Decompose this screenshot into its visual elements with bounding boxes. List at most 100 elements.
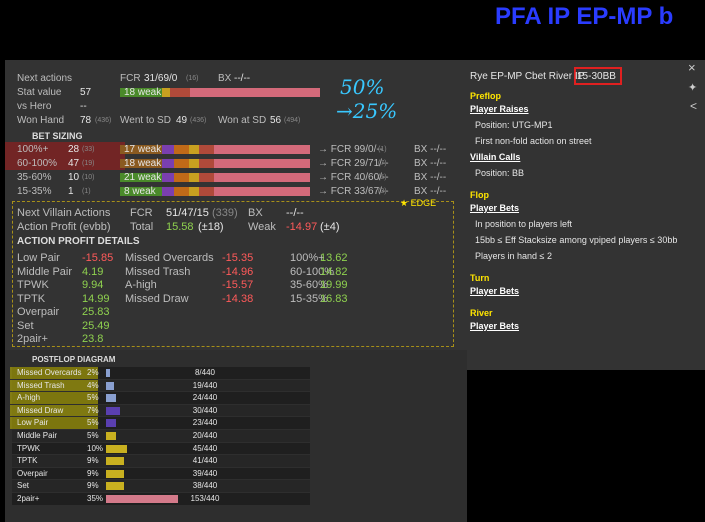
profit-text: TPWK [17, 279, 49, 291]
profit-text: Middle Pair [17, 265, 73, 278]
section-title: BET SIZING [32, 131, 83, 141]
stat-text: Next actions [17, 73, 73, 84]
highlight [10, 367, 98, 379]
profit-text: 25.49 [82, 319, 110, 332]
highlight [10, 417, 98, 429]
stat-text: Won at SD [218, 115, 267, 126]
row-percent: 5% [87, 431, 99, 440]
bet-text: 8 weak [124, 186, 156, 197]
highlight [10, 392, 98, 404]
bar [106, 381, 115, 390]
row-percent: 9% [87, 456, 99, 466]
villain-text: BX [248, 207, 263, 219]
row-bg [12, 480, 310, 492]
bar [106, 369, 111, 377]
stat-text: FCR [120, 73, 141, 84]
villain-text: (±18) [198, 221, 224, 233]
stat-text: Stat value [17, 87, 62, 98]
bet-text: → FCR 40/60/-- [318, 172, 389, 183]
profit-text: 25.83 [82, 306, 110, 318]
bet-text: BX --/-- [414, 158, 447, 169]
profit-text: 2pair+ [17, 333, 48, 345]
row-bg [12, 442, 310, 455]
bet-text: 17 weak [124, 144, 162, 155]
filter-heading: Flop [470, 190, 489, 200]
row-percent: 10% [87, 443, 104, 453]
filter-heading: Preflop [470, 91, 502, 101]
bar-segment [156, 88, 170, 97]
row-bg [12, 430, 310, 442]
row-label: Missed Overcards [17, 368, 82, 377]
filter-item: Players in hand ≤ 2 [475, 251, 552, 261]
collapse-icon[interactable]: < [690, 99, 698, 113]
row-count: 24/440 [192, 393, 218, 403]
row-count: 38/440 [192, 481, 218, 491]
filter-item: 15bb ≤ Eff Stacksize among vpiped player… [475, 235, 678, 245]
bar-segment [199, 145, 214, 154]
bar [106, 406, 121, 415]
villain-box [12, 201, 454, 347]
weak-box [120, 159, 162, 168]
bar-segment [213, 187, 310, 196]
stat-text: (436) [190, 117, 207, 124]
bet-text: (1) [82, 188, 91, 195]
bet-text: 60-100% [17, 158, 58, 169]
bet-text: BX --/-- [414, 172, 447, 183]
bar-segment [188, 145, 199, 154]
villain-text: Action Profit (evbb) [17, 221, 111, 233]
bar-segment [173, 159, 189, 168]
filter-heading: River [470, 308, 493, 318]
villain-text: FCR [130, 207, 153, 219]
bet-text: 18 weak [124, 158, 162, 169]
stat-text: BX [218, 73, 232, 84]
annotation: →25% [336, 99, 398, 123]
bet-text: 21 weak [124, 172, 162, 183]
bet-text: BX --/-- [414, 144, 447, 155]
bar-segment [170, 88, 190, 97]
villain-text: (339) [212, 207, 238, 219]
profit-text: 23.8 [82, 333, 104, 345]
row-label: Set [17, 481, 30, 491]
pin-icon[interactable]: ✦ [688, 82, 698, 94]
close-icon[interactable]: × [688, 60, 696, 75]
stat-text: 57 [80, 87, 92, 98]
row-label: A-high [17, 393, 41, 403]
row-percent: 2% [87, 368, 99, 377]
profit-text: -14.96 [222, 265, 254, 278]
profit-text: -15.85 [82, 252, 114, 264]
filter-item: Player Bets [470, 321, 520, 331]
row-count: 30/440 [192, 405, 218, 415]
row-count: 39/440 [192, 468, 218, 478]
highlight [10, 379, 98, 392]
bar [106, 482, 125, 491]
stat-text: --/-- [234, 73, 251, 84]
villain-text: Total [130, 221, 154, 233]
filter-item: Player Bets [470, 286, 520, 296]
section-title: ACTION PROFIT DETAILS [17, 236, 140, 247]
annotation: 50% [340, 75, 385, 99]
row-percent: 4% [87, 380, 99, 390]
bet-text: (10) [82, 174, 95, 181]
bet-text: (3) [378, 188, 387, 195]
filter-title: Rye EP-MP Cbet River IP [470, 71, 585, 82]
bar [106, 419, 117, 428]
bet-text: (33) [82, 146, 95, 153]
villain-text: 15.58 [166, 221, 194, 233]
profit-text: Set [17, 319, 34, 332]
profit-text: -15.35 [222, 252, 254, 264]
bet-text: BX --/-- [414, 186, 447, 197]
stat-text: -- [80, 101, 87, 112]
profit-text: 14.99 [82, 292, 110, 305]
bet-text: 47 [68, 158, 80, 169]
stat-text: (494) [284, 117, 301, 124]
bet-text: 1 [68, 186, 74, 197]
bar [106, 394, 117, 403]
bet-text: (19) [82, 160, 95, 167]
profit-text: 35-60% [290, 279, 328, 291]
bet-text: 100%+ [17, 144, 49, 155]
bar-segment [188, 187, 199, 196]
stat-text: (436) [95, 117, 112, 124]
stat-text: 49 [176, 115, 188, 126]
filter-item: Position: BB [475, 168, 525, 178]
